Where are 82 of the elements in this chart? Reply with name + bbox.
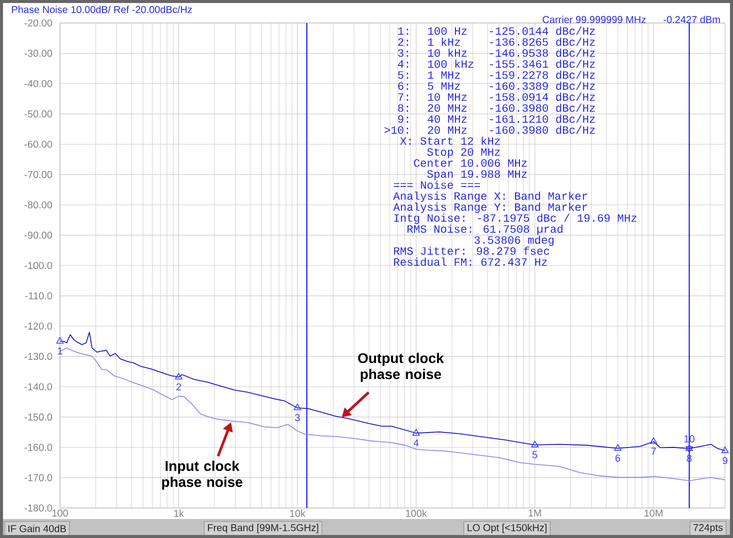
annotation: -0.2427 dBm: [664, 16, 720, 24]
text: LO Opt [<150kHz]: [468, 524, 546, 534]
annotation: 10 MHz: [428, 93, 467, 101]
annotation: -146.9538 dBc/Hz: [490, 48, 595, 57]
annotation: X: Start 12 kHz: [400, 136, 500, 145]
annotation: 6:: [398, 82, 408, 90]
annotation: 5: [532, 451, 538, 458]
x-tick-label: 100: [52, 510, 68, 517]
y-tick-label: -170.0: [24, 474, 52, 482]
annotation: 7: [651, 448, 656, 455]
annotation: 1:: [398, 27, 408, 35]
annotation: 40 MHz: [428, 115, 467, 123]
annotation: 5:: [398, 71, 408, 79]
text: Freq Band [99M-1.5GHz]: [208, 524, 318, 534]
annotation: 100 kHz: [428, 60, 474, 68]
annotation: RMS Noise: 61.7508 µrad: [408, 224, 562, 235]
annotation: -125.0144 dBc/Hz: [490, 26, 595, 35]
annotation: 100 Hz: [428, 27, 467, 35]
y-tick-label: -50.00: [24, 110, 52, 118]
text: IF Gain 40dB: [8, 524, 66, 532]
annotation: Residual FM: 672.437 Hz: [394, 258, 547, 266]
annotation: -161.1210 dBc/Hz: [490, 114, 595, 123]
y-tick-label: -60.00: [24, 140, 52, 148]
y-tick-label: -40.00: [24, 80, 52, 88]
y-tick-label: -130.0: [24, 352, 52, 360]
y-tick-label: -120.0: [24, 322, 52, 330]
x-tick-label: 10M: [644, 510, 662, 517]
annotation: Carrier 99.999999 MHz: [542, 16, 646, 24]
text: 724pts: [694, 524, 723, 534]
annotation: 9: [722, 456, 728, 464]
y-tick-label: -160.0: [24, 444, 52, 451]
annotation: 1 kHz: [428, 38, 460, 46]
annotation: Span 19.988 MHz: [427, 170, 527, 180]
annotation: === Noise ===: [394, 180, 480, 189]
y-tick-label: -70.00: [24, 171, 52, 178]
annotation: 2:: [398, 38, 408, 46]
annotation: 3.53806 mdeg: [474, 236, 554, 246]
annotation: >10:: [384, 126, 408, 134]
annotation: 8:: [398, 104, 408, 112]
annotation: Analysis Range X: Band Marker: [393, 192, 588, 202]
chart-title: Phase Noise 10.00dB/ Ref -20.00dBc/Hz: [12, 6, 192, 14]
annotation: Stop 20 MHz: [427, 148, 500, 158]
y-tick-label: -150.0: [24, 414, 52, 421]
annotation: 4: [414, 439, 419, 446]
annotation: 2: [176, 383, 181, 390]
annotation: 10 kHz: [428, 48, 467, 57]
annotation: 3: [295, 414, 300, 422]
y-tick-label: -30.00: [24, 50, 52, 57]
annotation: -159.2278 dBc/Hz: [490, 70, 595, 79]
annotation: 20 MHz: [428, 126, 467, 134]
annotation: 5 MHz: [428, 82, 460, 90]
annotation: Analysis Range Y: Band Marker: [393, 202, 588, 214]
annotation: -160.3980 dBc/Hz: [490, 126, 595, 134]
annotation: 1 MHz: [428, 71, 460, 79]
y-tick-label: -20.00: [24, 19, 52, 27]
y-tick-label: -100.0: [24, 262, 52, 270]
annotation: -155.3461 dBc/Hz: [490, 60, 595, 68]
annotation: 6: [616, 454, 620, 462]
annotation: Center 10.006 MHz: [414, 159, 527, 167]
annotation: -160.3389 dBc/Hz: [490, 82, 595, 90]
x-tick-label: 10k: [290, 510, 306, 517]
y-tick-label: -110.0: [25, 292, 52, 300]
annotation: 7:: [398, 93, 408, 101]
annotation: 9:: [398, 115, 408, 123]
x-tick-label: 1k: [174, 510, 184, 517]
annotation: Input clock phase noise: [162, 460, 242, 490]
annotation: -136.8265 dBc/Hz: [490, 38, 595, 46]
annotation: Intg Noise: -87.1975 dBc / 19.69 MHz: [394, 214, 636, 224]
y-tick-label: -180.0: [24, 504, 52, 512]
y-tick-label: -80.00: [24, 201, 52, 208]
annotation: 3:: [398, 49, 408, 57]
x-tick-label: 100k: [406, 510, 427, 517]
annotation: Output clock phase noise: [358, 352, 444, 382]
y-tick-label: -140.0: [24, 383, 52, 390]
annotation: -160.3980 dBc/Hz: [490, 104, 595, 112]
annotation: 4:: [398, 60, 408, 68]
y-tick-label: -90.00: [24, 232, 52, 239]
x-tick-label: 1M: [528, 510, 541, 516]
annotation: -158.0914 dBc/Hz: [490, 92, 595, 101]
annotation: 1: [58, 348, 62, 354]
annotation: RMS Jitter: 98.279 fsec: [394, 246, 550, 255]
annotation: 20 MHz: [428, 104, 467, 112]
